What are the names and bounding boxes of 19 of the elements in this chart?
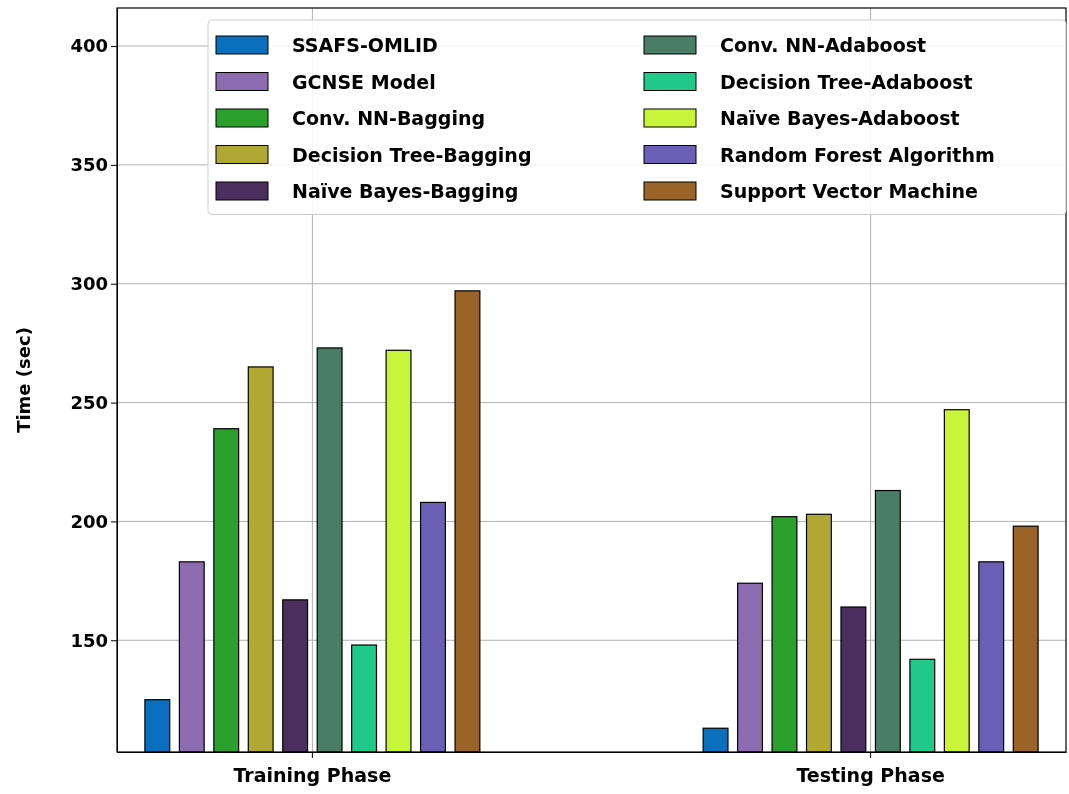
y-tick-label: 250 bbox=[70, 391, 108, 413]
legend-label: SSAFS-OMLID bbox=[292, 34, 438, 56]
x-tick-label: Testing Phase bbox=[796, 764, 945, 786]
y-tick-label: 200 bbox=[70, 510, 108, 532]
legend-label: GCNSE Model bbox=[292, 70, 436, 93]
x-tick-label: Training Phase bbox=[233, 764, 392, 786]
legend-label: Conv. NN-Adaboost bbox=[720, 34, 927, 56]
legend-label: Naïve Bayes-Bagging bbox=[292, 180, 519, 202]
y-tick-label: 150 bbox=[70, 629, 108, 651]
legend-label: Naïve Bayes-Adaboost bbox=[720, 107, 960, 129]
legend-label: Conv. NN-Bagging bbox=[292, 107, 486, 129]
y-tick-label: 300 bbox=[70, 272, 108, 294]
y-tick-label: 350 bbox=[70, 154, 108, 176]
legend-label: Decision Tree-Adaboost bbox=[720, 70, 973, 93]
y-tick-label: 400 bbox=[70, 35, 108, 57]
legend-label: Support Vector Machine bbox=[720, 180, 978, 202]
legend-label: Random Forest Algorithm bbox=[720, 143, 995, 166]
y-axis-title: Time (sec) bbox=[13, 327, 34, 433]
legend-label: Decision Tree-Bagging bbox=[292, 143, 532, 166]
